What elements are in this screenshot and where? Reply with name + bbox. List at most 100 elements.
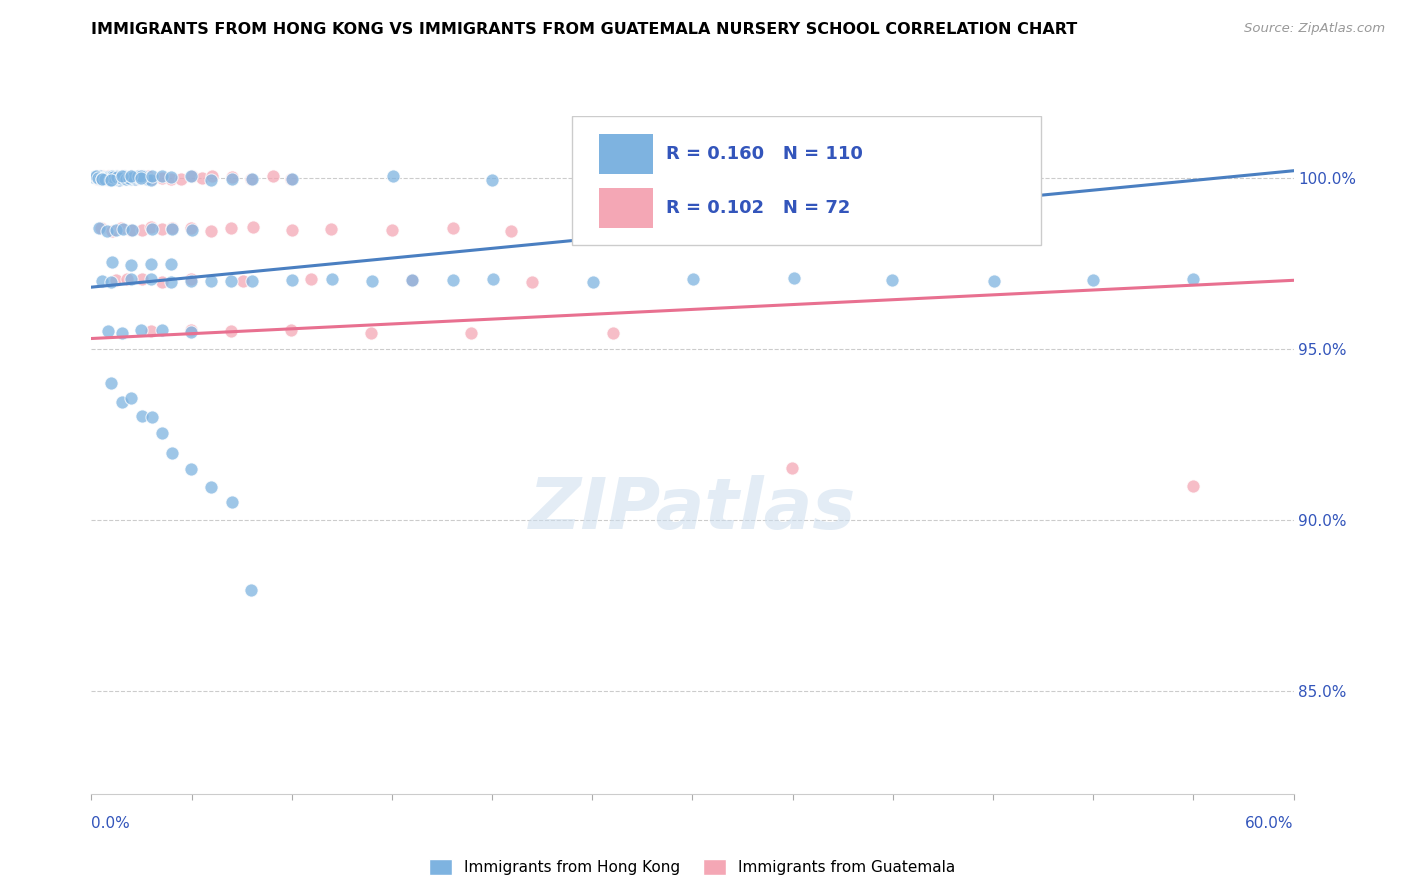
Point bbox=[89, 220, 111, 235]
Point bbox=[682, 272, 704, 286]
Point bbox=[103, 170, 125, 185]
Point bbox=[120, 169, 142, 183]
Point bbox=[280, 323, 302, 337]
Point bbox=[1081, 272, 1104, 286]
Point bbox=[97, 169, 120, 183]
Point bbox=[127, 169, 149, 183]
Point bbox=[150, 169, 173, 183]
Point bbox=[120, 172, 142, 186]
Point bbox=[108, 169, 131, 184]
Point bbox=[240, 172, 263, 186]
Point bbox=[581, 275, 603, 289]
Point bbox=[104, 222, 127, 236]
Point bbox=[460, 326, 482, 340]
Point bbox=[219, 220, 242, 235]
Point bbox=[242, 220, 264, 235]
Point bbox=[118, 171, 141, 186]
Point bbox=[131, 169, 153, 184]
Point bbox=[180, 323, 202, 337]
Point bbox=[120, 169, 142, 183]
Point bbox=[97, 169, 120, 183]
Point bbox=[84, 169, 107, 183]
Point bbox=[150, 222, 173, 236]
Point bbox=[782, 271, 804, 285]
Point bbox=[1182, 272, 1205, 286]
Point bbox=[200, 274, 222, 288]
Point bbox=[221, 171, 243, 186]
Point bbox=[180, 221, 202, 235]
Point bbox=[262, 169, 284, 184]
Point bbox=[89, 169, 111, 184]
Point bbox=[110, 221, 132, 235]
Point bbox=[103, 172, 125, 186]
Point bbox=[602, 326, 624, 340]
Point bbox=[121, 170, 143, 185]
Point bbox=[104, 273, 127, 287]
Point bbox=[111, 169, 134, 184]
Point bbox=[221, 170, 243, 185]
Point bbox=[501, 224, 523, 238]
Point bbox=[169, 171, 191, 186]
Point bbox=[180, 272, 202, 286]
FancyBboxPatch shape bbox=[572, 116, 1040, 244]
Point bbox=[91, 171, 114, 186]
Point bbox=[125, 171, 148, 186]
Text: IMMIGRANTS FROM HONG KONG VS IMMIGRANTS FROM GUATEMALA NURSERY SCHOOL CORRELATIO: IMMIGRANTS FROM HONG KONG VS IMMIGRANTS … bbox=[91, 22, 1077, 37]
Legend: Immigrants from Hong Kong, Immigrants from Guatemala: Immigrants from Hong Kong, Immigrants fr… bbox=[423, 853, 962, 881]
Point bbox=[240, 274, 263, 288]
Point bbox=[160, 172, 183, 186]
Point bbox=[240, 171, 263, 186]
Point bbox=[111, 395, 134, 409]
Point bbox=[100, 170, 122, 185]
Point bbox=[91, 170, 114, 185]
Point bbox=[90, 171, 112, 186]
Text: R = 0.102   N = 72: R = 0.102 N = 72 bbox=[666, 199, 851, 217]
Point bbox=[128, 171, 150, 186]
Point bbox=[441, 273, 464, 287]
Point bbox=[100, 172, 122, 186]
Point bbox=[221, 273, 243, 287]
Point bbox=[101, 169, 124, 184]
Point bbox=[129, 323, 152, 337]
Point bbox=[97, 171, 120, 186]
Point bbox=[132, 171, 155, 186]
Point bbox=[160, 222, 183, 236]
Point bbox=[98, 172, 121, 186]
Point bbox=[381, 169, 404, 183]
Point bbox=[94, 169, 117, 184]
Point bbox=[139, 257, 162, 271]
Point bbox=[117, 170, 139, 185]
Point bbox=[117, 171, 139, 186]
Point bbox=[107, 172, 129, 186]
Point bbox=[136, 172, 159, 186]
Point bbox=[231, 274, 253, 288]
Point bbox=[380, 223, 402, 237]
Point bbox=[97, 324, 120, 338]
Point bbox=[180, 274, 202, 288]
Point bbox=[481, 172, 503, 186]
Point bbox=[160, 221, 183, 235]
Point bbox=[112, 169, 135, 184]
Point bbox=[110, 170, 132, 185]
Point bbox=[105, 172, 128, 186]
Point bbox=[114, 169, 136, 183]
Point bbox=[131, 169, 153, 183]
Point bbox=[219, 324, 242, 338]
Point bbox=[131, 409, 153, 423]
Point bbox=[181, 169, 204, 183]
Point bbox=[441, 221, 464, 235]
Point bbox=[401, 273, 423, 287]
Point bbox=[122, 170, 145, 185]
Point bbox=[82, 170, 104, 185]
Point bbox=[87, 172, 110, 186]
Point bbox=[111, 169, 134, 183]
Bar bbox=[599, 188, 652, 227]
Point bbox=[200, 172, 222, 186]
Point bbox=[132, 169, 155, 184]
Point bbox=[105, 169, 128, 184]
Point bbox=[200, 223, 222, 237]
Point bbox=[150, 426, 173, 441]
Point bbox=[87, 171, 110, 186]
Point bbox=[361, 274, 384, 288]
Text: 60.0%: 60.0% bbox=[1246, 816, 1294, 831]
